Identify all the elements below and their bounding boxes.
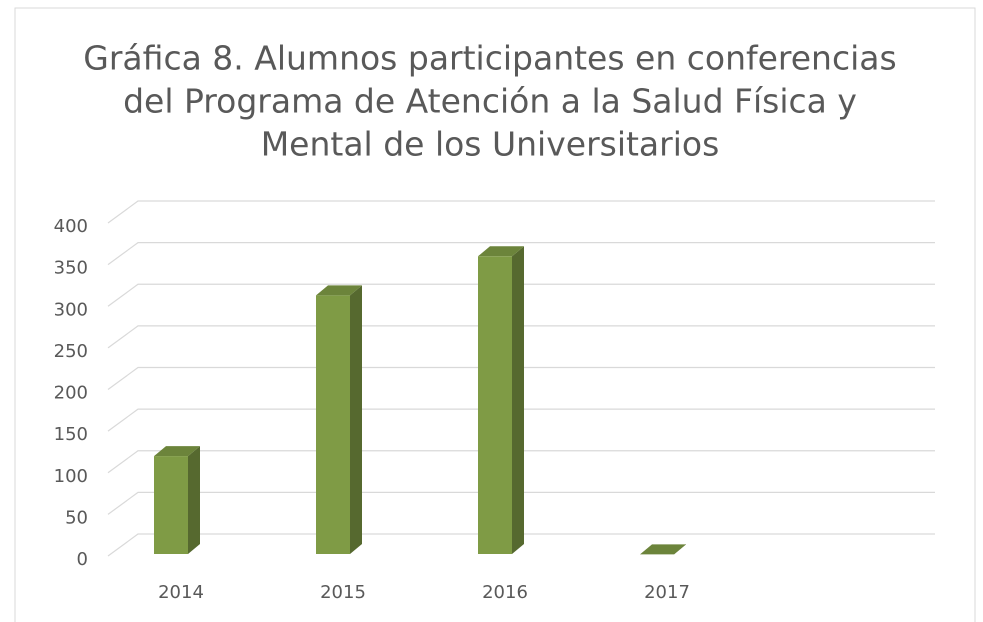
bar-top bbox=[316, 285, 362, 296]
bar-top bbox=[478, 246, 524, 257]
grid-line bbox=[107, 200, 935, 224]
x-tick-label: 2014 bbox=[158, 582, 204, 603]
y-tick-label: 350 bbox=[54, 258, 88, 279]
y-tick-label: 400 bbox=[54, 216, 88, 237]
bar bbox=[316, 295, 350, 554]
chart-title: Mental de los Universitarios bbox=[261, 125, 720, 164]
grid-line bbox=[107, 325, 935, 349]
bar-side bbox=[188, 446, 200, 554]
grid-line bbox=[107, 242, 935, 266]
x-tick-label: 2017 bbox=[644, 582, 690, 603]
y-tick-label: 100 bbox=[54, 466, 88, 487]
grid-line bbox=[107, 283, 935, 307]
y-tick-label: 300 bbox=[54, 299, 88, 320]
chart-frame bbox=[14, 7, 976, 622]
grid-line bbox=[107, 491, 935, 515]
bar bbox=[478, 256, 512, 554]
grid-line bbox=[107, 533, 935, 557]
bar-side bbox=[512, 246, 524, 555]
y-tick-label: 250 bbox=[54, 341, 88, 362]
y-tick-label: 150 bbox=[54, 424, 88, 445]
chart-title: del Programa de Atención a la Salud Físi… bbox=[123, 82, 857, 121]
bar-top bbox=[154, 446, 200, 457]
bar-top bbox=[640, 544, 686, 555]
y-tick-label: 50 bbox=[65, 507, 88, 528]
y-tick-label: 0 bbox=[77, 549, 88, 570]
grid-line bbox=[107, 366, 935, 390]
bar bbox=[154, 456, 188, 554]
bar-side bbox=[350, 285, 362, 554]
chart-title: Gráfica 8. Alumnos participantes en conf… bbox=[83, 39, 896, 78]
x-tick-label: 2016 bbox=[482, 582, 528, 603]
x-tick-label: 2015 bbox=[320, 582, 366, 603]
grid-line bbox=[107, 408, 935, 432]
grid-line bbox=[107, 450, 935, 474]
y-tick-label: 200 bbox=[54, 383, 88, 404]
